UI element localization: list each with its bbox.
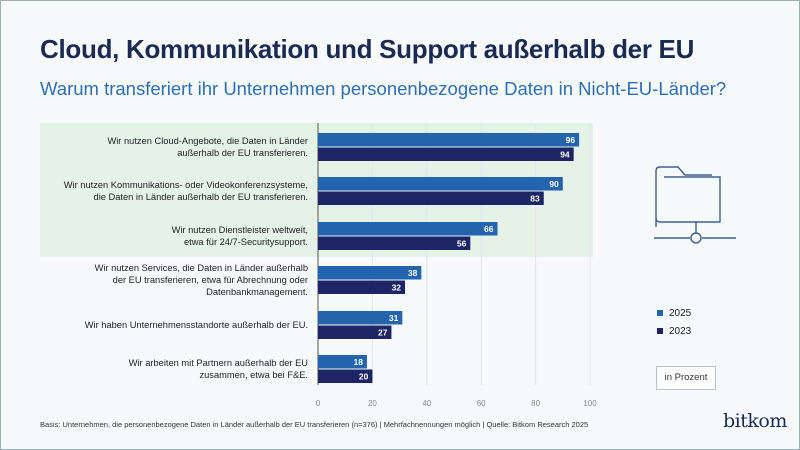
legend-label: 2025 (669, 308, 692, 319)
x-tick-label: 100 (583, 399, 597, 408)
bar-2023 (318, 369, 373, 383)
bar-2023 (318, 280, 406, 294)
x-tick-label: 20 (368, 399, 377, 408)
category-label: außerhalb der EU transferieren. (177, 148, 308, 158)
bar-2025 (318, 311, 403, 325)
bar-2023 (318, 325, 392, 339)
category-label: der EU transferieren, etwa für Abrechnun… (113, 275, 308, 285)
legend-item-2023: 2023 (657, 326, 691, 337)
data-label: 66 (484, 224, 494, 234)
x-tick-label: 0 (316, 399, 321, 408)
legend-swatch (657, 310, 663, 317)
data-label: 20 (359, 372, 369, 382)
unit-label: in Prozent (656, 366, 716, 390)
folder-network-icon (654, 166, 736, 244)
data-label: 94 (560, 150, 570, 160)
category-label: etwa für 24/7-Securitysupport. (184, 237, 308, 247)
data-label: 90 (549, 179, 559, 189)
legend-item-2025: 2025 (657, 308, 691, 319)
category-label: Wir haben Unternehmensstandorte außerhal… (85, 320, 308, 330)
legend-label: 2023 (669, 326, 692, 337)
bitkom-logo: bitkom (723, 410, 787, 432)
page-subtitle: Warum transferiert ihr Unternehmen perso… (40, 78, 727, 99)
data-label: 27 (378, 328, 388, 338)
category-label: Wir nutzen Cloud-Angebote, die Daten in … (107, 136, 308, 146)
bar-2025 (318, 266, 422, 280)
data-label: 31 (389, 313, 399, 323)
x-tick-label: 80 (531, 399, 540, 408)
data-label: 96 (566, 135, 576, 145)
x-tick-label: 40 (422, 399, 431, 408)
data-label: 83 (530, 194, 540, 204)
bar-2025 (318, 133, 580, 147)
footnote: Basis: Unternehmen, die personenbezogene… (40, 420, 589, 429)
category-label: Wir nutzen Services, die Daten in Länder… (95, 263, 308, 273)
category-label: Wir nutzen Dienstleister weltweit, (172, 225, 308, 235)
bar-2023 (318, 191, 544, 205)
category-label: Wir arbeiten mit Partnern außerhalb der … (129, 358, 308, 368)
category-label: Datenbankmanagement. (206, 287, 308, 297)
bar-2025 (318, 222, 498, 236)
category-label: die Daten in Länder außerhalb der EU tra… (94, 192, 308, 202)
bar-2025 (318, 355, 367, 369)
bar-2025 (318, 177, 563, 191)
data-label: 18 (353, 357, 363, 367)
page-title: Cloud, Kommunikation und Support außerha… (40, 34, 695, 64)
bar-2023 (318, 236, 471, 250)
category-label: Wir nutzen Kommunikations- oder Videokon… (64, 180, 308, 190)
legend-swatch (657, 328, 663, 335)
category-label: zusammen, etwa bei F&E. (199, 370, 308, 380)
bar-2023 (318, 147, 574, 161)
data-label: 56 (457, 239, 467, 249)
data-label: 32 (392, 283, 402, 293)
x-tick-label: 60 (477, 399, 486, 408)
data-label: 38 (408, 268, 418, 278)
